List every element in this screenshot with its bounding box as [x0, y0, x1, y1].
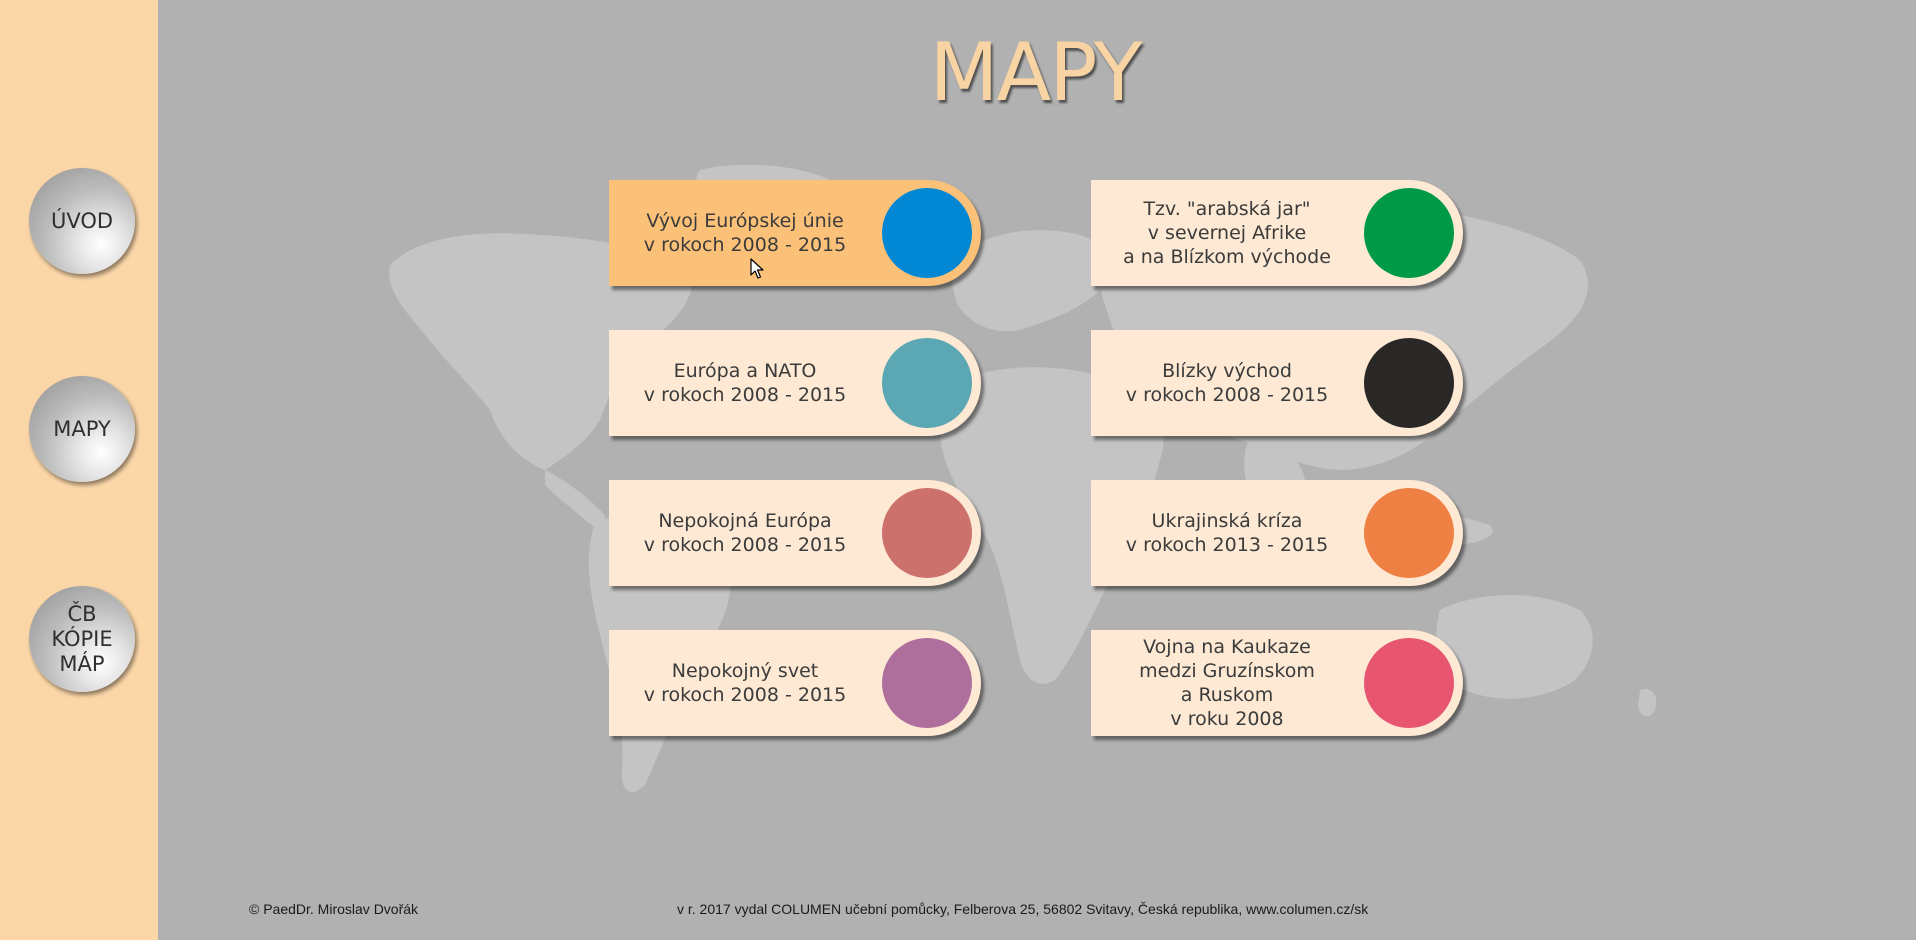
map-color-dot: [882, 488, 972, 578]
map-card-kaukaz[interactable]: Vojna na Kaukaze medzi Gruzínskom a Rusk…: [1091, 630, 1463, 736]
map-card-nepokojny-svet[interactable]: Nepokojný svet v rokoch 2008 - 2015: [609, 630, 981, 736]
nav-uvod-button[interactable]: ÚVOD: [29, 168, 135, 274]
map-color-dot: [882, 188, 972, 278]
nav-cb-kopie-map-label: ČB KÓPIE MÁP: [51, 601, 113, 676]
map-card-blizky-vychod[interactable]: Blízky východ v rokoch 2008 - 2015: [1091, 330, 1463, 436]
map-color-dot: [1364, 488, 1454, 578]
map-card-label: Tzv. "arabská jar" v severnej Afrike a n…: [1123, 198, 1331, 268]
footer-publisher: v r. 2017 vydal COLUMEN učební pomůcky, …: [677, 901, 1369, 917]
map-card-ukrajinska-kriza[interactable]: Ukrajinská kríza v rokoch 2013 - 2015: [1091, 480, 1463, 586]
mouse-cursor-icon: [750, 258, 764, 279]
map-card-eu[interactable]: Vývoj Európskej únie v rokoch 2008 - 201…: [609, 180, 981, 286]
nav-uvod-label: ÚVOD: [50, 208, 114, 233]
map-color-dot: [882, 338, 972, 428]
footer-author: © PaedDr. Miroslav Dvořák: [249, 901, 419, 917]
map-card-label: Nepokojná Európa v rokoch 2008 - 2015: [643, 510, 847, 556]
map-card-nato[interactable]: Európa a NATO v rokoch 2008 - 2015: [609, 330, 981, 436]
map-color-dot: [1364, 188, 1454, 278]
map-card-label: Vývoj Európskej únie v rokoch 2008 - 201…: [643, 210, 847, 256]
map-card-label: Blízky východ v rokoch 2008 - 2015: [1125, 360, 1329, 406]
nav-mapy-button[interactable]: MAPY: [29, 376, 135, 482]
map-card-arabska-jar[interactable]: Tzv. "arabská jar" v severnej Afrike a n…: [1091, 180, 1463, 286]
sidebar: ÚVOD MAPY ČB KÓPIE MÁP: [0, 0, 158, 940]
map-card-label: Európa a NATO v rokoch 2008 - 2015: [643, 360, 847, 406]
map-card-label: Ukrajinská kríza v rokoch 2013 - 2015: [1125, 510, 1329, 556]
map-card-nepokojna-europa[interactable]: Nepokojná Európa v rokoch 2008 - 2015: [609, 480, 981, 586]
page-title: MAPY: [929, 26, 1142, 119]
nav-mapy-label: MAPY: [53, 416, 111, 441]
map-card-label: Vojna na Kaukaze medzi Gruzínskom a Rusk…: [1139, 636, 1315, 730]
map-color-dot: [1364, 338, 1454, 428]
map-color-dot: [882, 638, 972, 728]
map-card-label: Nepokojný svet v rokoch 2008 - 2015: [643, 660, 847, 706]
map-color-dot: [1364, 638, 1454, 728]
nav-cb-kopie-map-button[interactable]: ČB KÓPIE MÁP: [29, 586, 135, 692]
